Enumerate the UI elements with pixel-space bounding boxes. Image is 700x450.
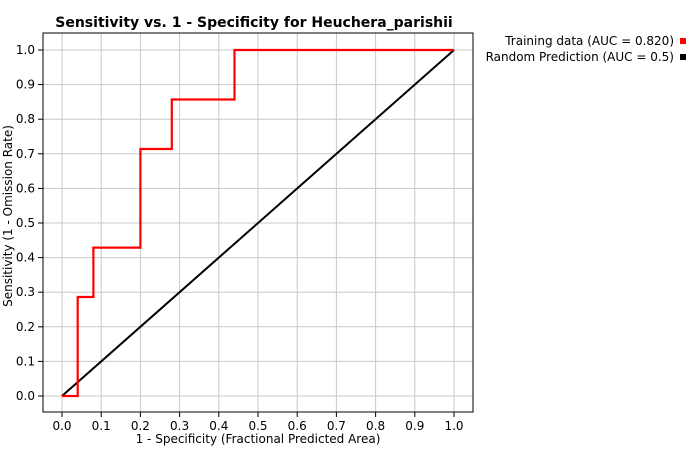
legend-swatch bbox=[680, 54, 686, 60]
x-tick-label: 1.0 bbox=[444, 419, 463, 433]
y-tick-label: 0.1 bbox=[16, 354, 35, 368]
legend-swatch bbox=[680, 38, 686, 44]
x-tick-label: 0.9 bbox=[405, 419, 424, 433]
y-tick-label: 0.3 bbox=[16, 285, 35, 299]
axis-ticks: 0.0 0.1 0.2 0.3 0.4 0.5 0.6 0.7 0.8 0.9 1.0 0.0 0.1 0… bbox=[16, 43, 464, 433]
y-tick-label: 0.2 bbox=[16, 320, 35, 334]
y-tick-label: 0.5 bbox=[16, 216, 35, 230]
y-tick-label: 0.4 bbox=[16, 251, 35, 265]
legend: Training data (AUC = 0.820) Random Predic… bbox=[486, 34, 686, 64]
y-tick-label: 0.8 bbox=[16, 112, 35, 126]
x-axis-label: 1 - Specificity (Fractional Predicted Ar… bbox=[136, 432, 381, 446]
x-tick-label: 0.1 bbox=[92, 419, 111, 433]
legend-label: Random Prediction (AUC = 0.5) bbox=[486, 50, 674, 64]
y-tick-label: 0.0 bbox=[16, 389, 35, 403]
y-tick-label: 1.0 bbox=[16, 43, 35, 57]
x-tick-label: 0.6 bbox=[288, 419, 307, 433]
x-tick-label: 0.5 bbox=[248, 419, 267, 433]
x-tick-label: 0.7 bbox=[327, 419, 346, 433]
random-prediction-line bbox=[61, 49, 455, 397]
x-tick-label: 0.4 bbox=[209, 419, 228, 433]
y-tick-label: 0.6 bbox=[16, 181, 35, 195]
chart-title: Sensitivity vs. 1 - Specificity for Heuc… bbox=[55, 15, 452, 31]
x-tick-label: 0.8 bbox=[366, 419, 385, 433]
x-tick-label: 0.2 bbox=[131, 419, 150, 433]
x-tick-label: 0.3 bbox=[170, 419, 189, 433]
x-tick-label: 0.0 bbox=[52, 419, 71, 433]
y-tick-label: 0.7 bbox=[16, 147, 35, 161]
y-axis-label: Sensitivity (1 - Omission Rate) bbox=[1, 125, 15, 307]
legend-label: Training data (AUC = 0.820) bbox=[504, 34, 674, 48]
training-data-line bbox=[62, 48, 454, 398]
y-tick-label: 0.9 bbox=[16, 78, 35, 92]
series-lines bbox=[61, 48, 455, 398]
